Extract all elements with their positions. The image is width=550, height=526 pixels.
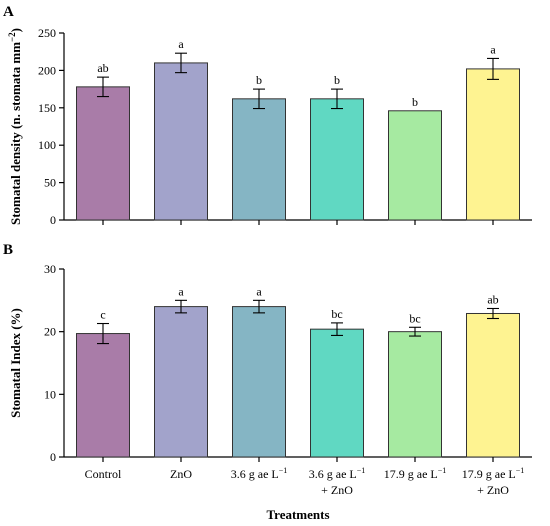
bar-2 [154,62,208,221]
category-label-text: ZnO [170,467,192,481]
y-tick-label: 250 [38,26,56,40]
x-axis-title: Treatments [266,507,329,522]
bar-1 [76,333,130,458]
significance-label: a [490,42,496,56]
significance-label: b [412,95,418,109]
y-tick-label: 20 [44,325,56,339]
y-tick-label: 150 [38,101,56,115]
category-label-text: Control [85,467,122,481]
category-label-sup: −1 [516,466,525,475]
category-label: ZnO [170,467,192,481]
bar-5 [388,331,442,458]
category-label-sup: −1 [438,466,447,475]
significance-label: c [100,308,105,322]
category-label: Control [85,467,122,481]
bar-3 [232,98,286,221]
y-axis-title: Stomatal Index (%) [8,308,23,418]
category-label: 17.9 g ae L−1 [462,466,525,481]
bar-6 [466,312,520,458]
significance-label: a [178,37,184,51]
bar-4 [310,98,364,221]
significance-label: ab [97,61,108,75]
significance-label: b [334,73,340,87]
y-tick-label: 10 [44,387,56,401]
significance-label: a [178,284,184,298]
y-tick-label: 50 [44,176,56,190]
bar-1 [76,86,130,221]
category-label: 17.9 g ae L−1 [384,466,447,481]
y-tick-label: 200 [38,63,56,77]
significance-label: a [256,284,262,298]
y-tick-label: 30 [44,262,56,276]
category-label-text: 17.9 g ae L [462,467,516,481]
bar-2 [154,306,208,458]
category-label-text: 3.6 g ae L [231,467,279,481]
bar-4 [310,328,364,458]
category-label-text: 17.9 g ae L [384,467,438,481]
y-tick-label: 0 [50,213,56,227]
category-label: 3.6 g ae L−1 [231,466,288,481]
panel-label-a: A [3,4,14,20]
category-label-text: 3.6 g ae L [309,467,357,481]
category-label-line2: + ZnO [477,483,509,497]
y-axis-title-text: Stomatal Index (%) [8,308,23,418]
y-axis-title-suffix: ) [8,28,23,32]
bar-5 [388,110,442,221]
category-label-sup: −1 [357,466,366,475]
y-axis-title-text: Stomatal density (n. stomata mm [8,42,23,225]
y-tick-label: 0 [50,450,56,464]
category-label-sup: −1 [279,466,288,475]
bar-3 [232,306,286,458]
significance-label: bc [331,307,342,321]
y-tick-label: 100 [38,138,56,152]
significance-label: ab [487,292,498,306]
y-axis-title-sup: −2 [7,32,17,42]
y-axis-title: Stomatal density (n. stomata mm−2) [7,28,23,225]
category-label-line2: + ZnO [321,483,353,497]
panel-label-b: B [3,242,13,258]
significance-label: bc [409,311,420,325]
bar-6 [466,68,520,221]
category-label: 3.6 g ae L−1 [309,466,366,481]
significance-label: b [256,73,262,87]
